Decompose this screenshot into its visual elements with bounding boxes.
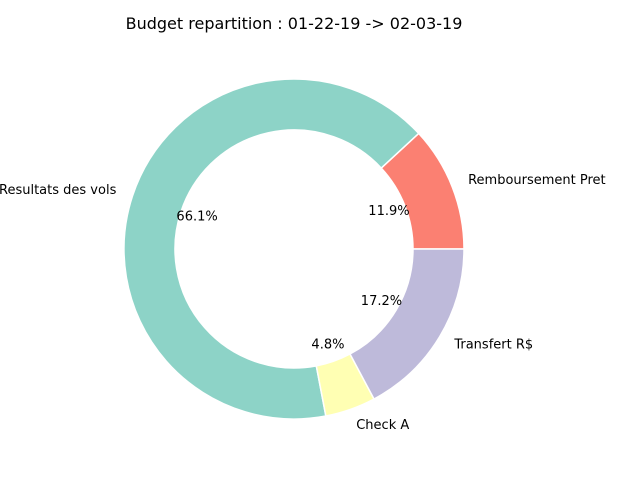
slice-percent-transfert-r: 17.2%: [361, 294, 402, 309]
slice-label-remboursement-pret: Remboursement Pret: [468, 173, 606, 188]
slice-percent-resultats-des-vols: 66.1%: [176, 210, 217, 225]
slice-resultats-des-vols: [123, 78, 420, 420]
chart-title: Budget repartition : 01-22-19 -> 02-03-1…: [126, 14, 463, 33]
slice-label-check-a: Check A: [356, 418, 409, 433]
slice-percent-remboursement-pret: 11.9%: [368, 204, 409, 219]
slice-transfert-r: [348, 248, 465, 401]
slice-percent-check-a: 4.8%: [311, 338, 344, 353]
slice-label-transfert-r: Transfert R$: [453, 338, 533, 353]
slice-label-resultats-des-vols: Resultats des vols: [0, 183, 117, 198]
donut-slices: [123, 78, 465, 420]
slice-labels: Remboursement Pret 11.9% Resultats des vol…: [0, 173, 606, 433]
